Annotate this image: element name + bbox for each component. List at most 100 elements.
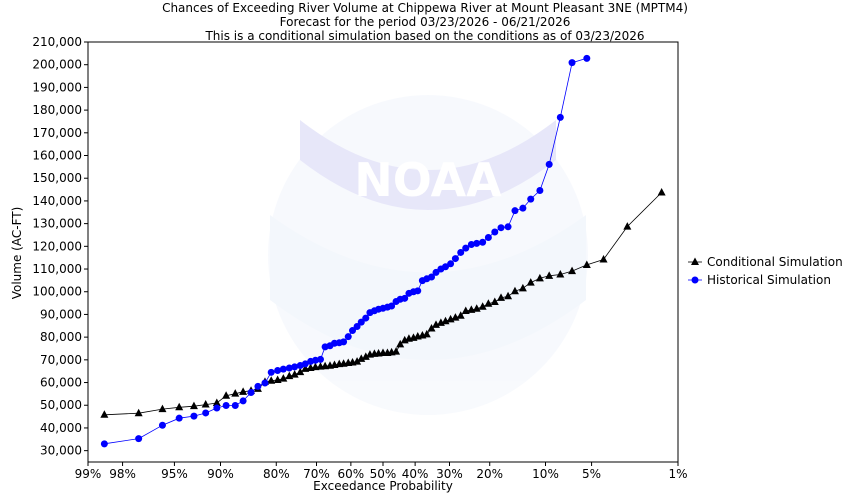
data-point [582, 260, 591, 268]
data-point [175, 414, 183, 422]
data-point [279, 374, 288, 382]
y-tick-label: 100,000 [32, 285, 82, 299]
y-tick-label: 110,000 [32, 262, 82, 276]
data-point [239, 397, 247, 405]
data-point [222, 401, 230, 409]
data-point [175, 402, 184, 411]
data-point [536, 186, 544, 194]
chart-subtitle: Forecast for the period 03/23/2026 - 06/… [279, 15, 571, 29]
data-point [556, 113, 564, 121]
data-point [484, 233, 492, 241]
data-point [135, 435, 143, 443]
data-point [296, 367, 305, 376]
data-point [344, 333, 352, 341]
data-point [478, 302, 487, 310]
y-tick-label: 30,000 [40, 444, 82, 458]
y-tick-label: 190,000 [32, 80, 82, 94]
series-conditional [100, 188, 666, 418]
y-tick-label: 170,000 [32, 126, 82, 140]
data-point [451, 255, 459, 263]
data-point [388, 302, 396, 310]
data-point [491, 228, 499, 236]
y-tick-label: 120,000 [32, 239, 82, 253]
chart-axes: 30,000 40,000 50,000 60,000 70,000 80,000 90,0… [32, 35, 687, 481]
x-tick-label: 80% [263, 467, 290, 481]
data-point [526, 278, 535, 286]
x-tick-label: 5% [582, 467, 601, 481]
x-tick-label: 10% [532, 467, 559, 481]
data-point [462, 244, 470, 252]
watermark-wing [300, 120, 556, 210]
data-point [274, 367, 282, 375]
data-point [422, 329, 431, 338]
data-point [490, 297, 499, 305]
data-point [484, 299, 493, 307]
x-tick-label: 20% [476, 467, 503, 481]
data-point [568, 266, 577, 275]
y-tick-label: 130,000 [32, 217, 82, 231]
data-point [457, 248, 465, 256]
data-point [231, 401, 239, 409]
data-point [349, 327, 357, 335]
data-point [361, 352, 370, 360]
data-point [396, 339, 405, 348]
data-point [442, 263, 450, 271]
data-point [222, 391, 231, 399]
chart-subtitle-conditions: This is a conditional simulation based o… [205, 29, 645, 43]
y-tick-label: 90,000 [40, 307, 82, 321]
data-point [427, 324, 436, 332]
data-point [267, 376, 276, 384]
data-point [285, 364, 293, 372]
data-point [467, 241, 475, 249]
x-tick-label: 99% [75, 467, 102, 481]
data-point [357, 354, 366, 362]
data-point [428, 273, 436, 281]
data-point [273, 375, 282, 384]
x-tick-label: 95% [161, 467, 188, 481]
data-point [545, 271, 554, 279]
data-point [213, 404, 221, 412]
x-tick-label: 50% [370, 467, 397, 481]
data-point [239, 387, 248, 395]
data-point [261, 379, 269, 387]
data-point [362, 314, 370, 322]
data-point [504, 223, 512, 231]
data-point [535, 273, 544, 282]
data-point [301, 360, 309, 368]
data-point [201, 400, 210, 408]
data-point [511, 207, 519, 215]
data-point [267, 368, 275, 376]
data-point [158, 421, 166, 429]
data-point [447, 260, 455, 268]
watermark-wave [270, 215, 586, 360]
data-point [497, 224, 505, 232]
x-tick-label: 40% [402, 467, 429, 481]
x-tick-label: 30% [436, 467, 463, 481]
data-point [519, 204, 527, 212]
y-tick-label: 60,000 [40, 376, 82, 390]
data-point [100, 410, 109, 418]
data-point [504, 291, 513, 300]
legend-marker [691, 276, 699, 284]
data-point [657, 188, 666, 196]
data-point [432, 268, 440, 276]
chart-legend: Conditional Simulation Historical Simulat… [688, 255, 843, 287]
series-layer [100, 54, 666, 448]
data-point [357, 318, 365, 326]
data-point [456, 311, 465, 319]
data-point [212, 398, 221, 406]
data-point [291, 363, 299, 371]
y-tick-label: 40,000 [40, 421, 82, 435]
data-point [254, 382, 262, 390]
watermark-logo-text: NOAA [354, 153, 502, 207]
data-point [497, 293, 506, 301]
data-point [340, 338, 348, 346]
x-tick-label: 70% [303, 467, 330, 481]
data-point [392, 347, 401, 355]
y-tick-label: 150,000 [32, 171, 82, 185]
y-tick-label: 200,000 [32, 58, 82, 72]
data-point [202, 409, 210, 417]
data-point [100, 440, 108, 448]
data-point [316, 355, 324, 363]
